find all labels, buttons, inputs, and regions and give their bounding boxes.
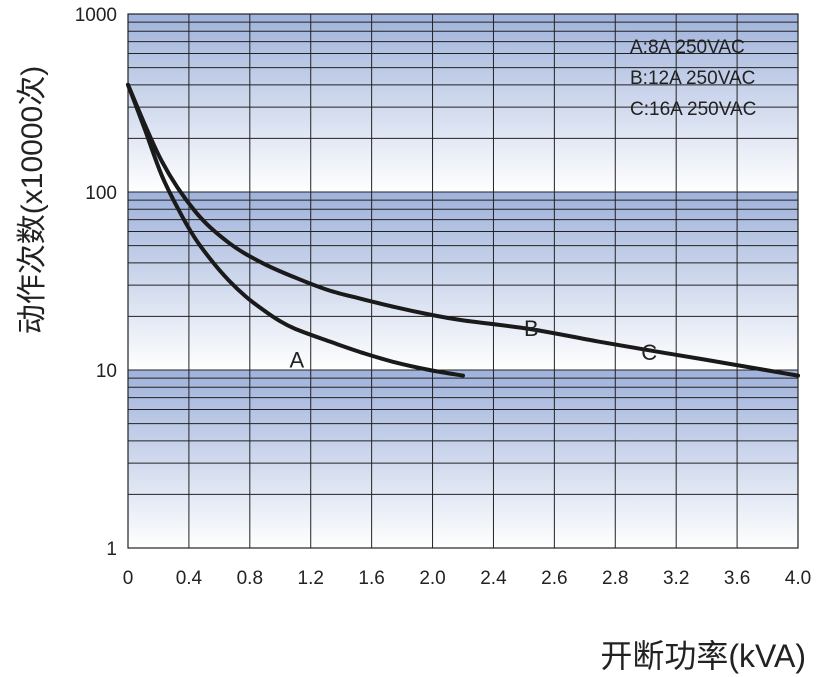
x-tick-label: 2.0: [419, 568, 445, 589]
x-tick-label: 2.6: [541, 568, 567, 589]
x-tick-label: 0.4: [176, 568, 203, 589]
legend-entry: A:8A 250VAC: [630, 37, 745, 58]
decade-bands: [128, 14, 798, 548]
decade-band: [128, 370, 798, 548]
y-tick-label: 1000: [75, 5, 117, 26]
y-tick-labels: 1 10 100 1000: [75, 5, 117, 560]
series-lines: [126, 82, 800, 378]
y-tick-label: 10: [96, 361, 117, 382]
plot-frame: [127, 13, 799, 549]
x-tick-label: 1.6: [358, 568, 384, 589]
legend-entry: B:12A 250VAC: [630, 68, 755, 89]
x-tick-label: 3.6: [724, 568, 750, 589]
y-axis-label: 动作次数(x10000次): [16, 66, 49, 334]
curve-label: A: [290, 347, 305, 372]
x-tick-label: 3.2: [663, 568, 689, 589]
legend-entry: C:16A 250VAC: [630, 99, 756, 120]
x-tick-label: 1.2: [298, 568, 324, 589]
series-line: [126, 82, 465, 378]
decade-band: [128, 192, 798, 370]
x-tick-labels: 0 0.4 0.8 1.2 1.6 2.0 2.4 2.6 2.8 3.2 3.6 4.0: [123, 568, 812, 589]
vertical-gridlines: [188, 14, 738, 548]
curve-label: C: [641, 340, 657, 365]
y-tick-label: 1: [106, 539, 117, 560]
legend: A:8A 250VAC B:12A 250VAC C:16A 250VAC: [630, 37, 756, 120]
x-tick-label: 4.0: [785, 568, 811, 589]
x-axis-label: 开断功率(kVA): [600, 638, 806, 674]
x-tick-label: 0: [123, 568, 134, 589]
series-line: [126, 82, 800, 378]
curve-labels: A B C: [290, 316, 658, 372]
x-tick-label: 0.8: [237, 568, 263, 589]
x-tick-label: 2.8: [602, 568, 628, 589]
x-tick-label: 2.4: [480, 568, 507, 589]
curve-label: B: [524, 316, 539, 341]
horizontal-gridlines: [128, 13, 798, 495]
y-tick-label: 100: [85, 183, 117, 204]
decade-band: [128, 14, 798, 192]
